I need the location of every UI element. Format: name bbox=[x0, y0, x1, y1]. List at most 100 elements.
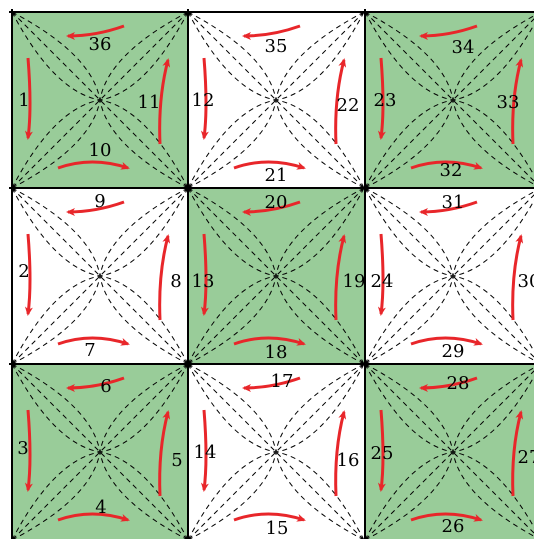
grid-lines bbox=[9, 9, 534, 539]
circulation-arrows bbox=[24, 376, 171, 522]
edge-label-left: 2 bbox=[18, 261, 29, 282]
edge-label-top: 9 bbox=[94, 191, 105, 212]
arrow-top bbox=[419, 200, 478, 216]
arrow-right bbox=[511, 410, 524, 497]
cell-r2c2: 28 25 27 26 bbox=[364, 363, 534, 539]
arrow-bottom bbox=[233, 160, 306, 170]
edge-label-right: 27 bbox=[518, 447, 534, 468]
edge-label-right: 11 bbox=[138, 92, 161, 113]
arrow-bottom bbox=[233, 336, 306, 346]
arrow-top bbox=[66, 24, 125, 40]
edge-label-left: 14 bbox=[194, 442, 217, 463]
arrow-right bbox=[334, 234, 347, 321]
dashed-guide-lines bbox=[11, 363, 189, 539]
arrow-bottom bbox=[410, 512, 483, 522]
dashed-guide-lines bbox=[187, 187, 365, 365]
cell-r0c0: 36 1 11 10 bbox=[11, 11, 189, 189]
arrow-left bbox=[200, 409, 209, 492]
arrow-right bbox=[158, 410, 171, 497]
grid-node-marker bbox=[185, 537, 191, 539]
arrow-left bbox=[200, 57, 209, 140]
edge-label-bottom: 29 bbox=[442, 341, 465, 362]
edge-label-top: 28 bbox=[447, 373, 470, 394]
edge-label-top: 34 bbox=[452, 37, 475, 58]
cell-r0c2: 34 23 33 32 bbox=[364, 11, 534, 189]
cell-background bbox=[365, 364, 534, 539]
cell-r2c1: 17 14 16 15 bbox=[187, 363, 365, 539]
arrow-right bbox=[158, 58, 171, 145]
edge-label-right: 33 bbox=[497, 92, 520, 113]
circulation-arrows bbox=[377, 200, 524, 346]
grid-node-marker bbox=[9, 537, 15, 539]
dashed-guide-lines bbox=[11, 11, 189, 189]
arrow-right bbox=[334, 410, 347, 497]
edge-label-top: 17 bbox=[271, 371, 294, 392]
arrow-right bbox=[511, 58, 524, 145]
arrow-left bbox=[24, 409, 33, 492]
edge-label-right: 8 bbox=[170, 271, 181, 292]
edge-label-right: 5 bbox=[171, 450, 182, 471]
circulation-arrows bbox=[24, 24, 171, 170]
arrow-left bbox=[24, 233, 33, 316]
edge-label-bottom: 26 bbox=[442, 516, 465, 537]
cell-r0c1: 35 12 22 21 bbox=[187, 11, 365, 189]
grid-node-marker bbox=[185, 185, 191, 191]
arrow-top bbox=[419, 376, 478, 392]
grid-node-marker bbox=[362, 185, 368, 191]
arrow-top bbox=[242, 376, 301, 392]
arrow-bottom bbox=[233, 512, 306, 522]
circulation-arrows bbox=[200, 24, 347, 170]
arrow-left bbox=[377, 409, 386, 492]
circulation-arrows bbox=[200, 200, 347, 346]
dashed-guide-lines bbox=[364, 187, 534, 365]
arrow-left bbox=[200, 233, 209, 316]
arrow-bottom bbox=[57, 160, 130, 170]
cell-background bbox=[365, 12, 534, 188]
edge-label-left: 1 bbox=[18, 90, 29, 111]
edge-label-right: 30 bbox=[518, 271, 534, 292]
arrow-top bbox=[66, 200, 125, 216]
arrow-bottom bbox=[57, 512, 130, 522]
edge-label-bottom: 32 bbox=[440, 160, 463, 181]
grid-node-marker bbox=[9, 361, 15, 367]
circulation-arrows bbox=[377, 376, 524, 522]
arrow-right bbox=[511, 234, 524, 321]
circulation-arrows bbox=[377, 24, 524, 170]
cell-r1c2: 31 24 30 29 bbox=[364, 187, 534, 365]
edge-label-left: 24 bbox=[371, 271, 394, 292]
cell-r1c0: 9 2 8 7 bbox=[11, 187, 189, 365]
grid-node-marker bbox=[362, 9, 368, 15]
edge-label-bottom: 4 bbox=[95, 497, 106, 518]
arrow-bottom bbox=[57, 336, 130, 346]
edge-label-bottom: 15 bbox=[266, 518, 289, 539]
dashed-guide-lines bbox=[364, 363, 534, 539]
edge-label-bottom: 7 bbox=[84, 340, 95, 361]
dashed-guide-lines bbox=[364, 11, 534, 189]
grid-node-marker bbox=[362, 361, 368, 367]
arrow-right bbox=[334, 58, 347, 145]
edge-label-bottom: 18 bbox=[265, 342, 288, 363]
edge-label-top: 31 bbox=[442, 192, 465, 213]
edge-label-right: 19 bbox=[343, 271, 366, 292]
edge-label-left: 23 bbox=[374, 90, 397, 111]
arrow-left bbox=[377, 57, 386, 140]
arrow-bottom bbox=[410, 336, 483, 346]
arrow-top bbox=[66, 376, 125, 392]
edge-label-top: 35 bbox=[265, 36, 288, 57]
arrow-left bbox=[24, 57, 33, 140]
arrow-top bbox=[242, 24, 301, 40]
edge-label-right: 16 bbox=[337, 450, 360, 471]
grid-node-marker bbox=[185, 9, 191, 15]
dashed-guide-lines bbox=[187, 11, 365, 189]
edge-label-left: 13 bbox=[192, 271, 215, 292]
edge-label-right: 22 bbox=[337, 95, 360, 116]
edge-label-left: 12 bbox=[192, 90, 215, 111]
arrow-bottom bbox=[410, 160, 483, 170]
arrow-top bbox=[419, 24, 478, 40]
circulation-arrows bbox=[200, 376, 347, 522]
cell-background bbox=[365, 188, 534, 364]
edge-label-top: 36 bbox=[89, 34, 112, 55]
edge-label-left: 3 bbox=[17, 438, 28, 459]
arrow-left bbox=[377, 233, 386, 316]
